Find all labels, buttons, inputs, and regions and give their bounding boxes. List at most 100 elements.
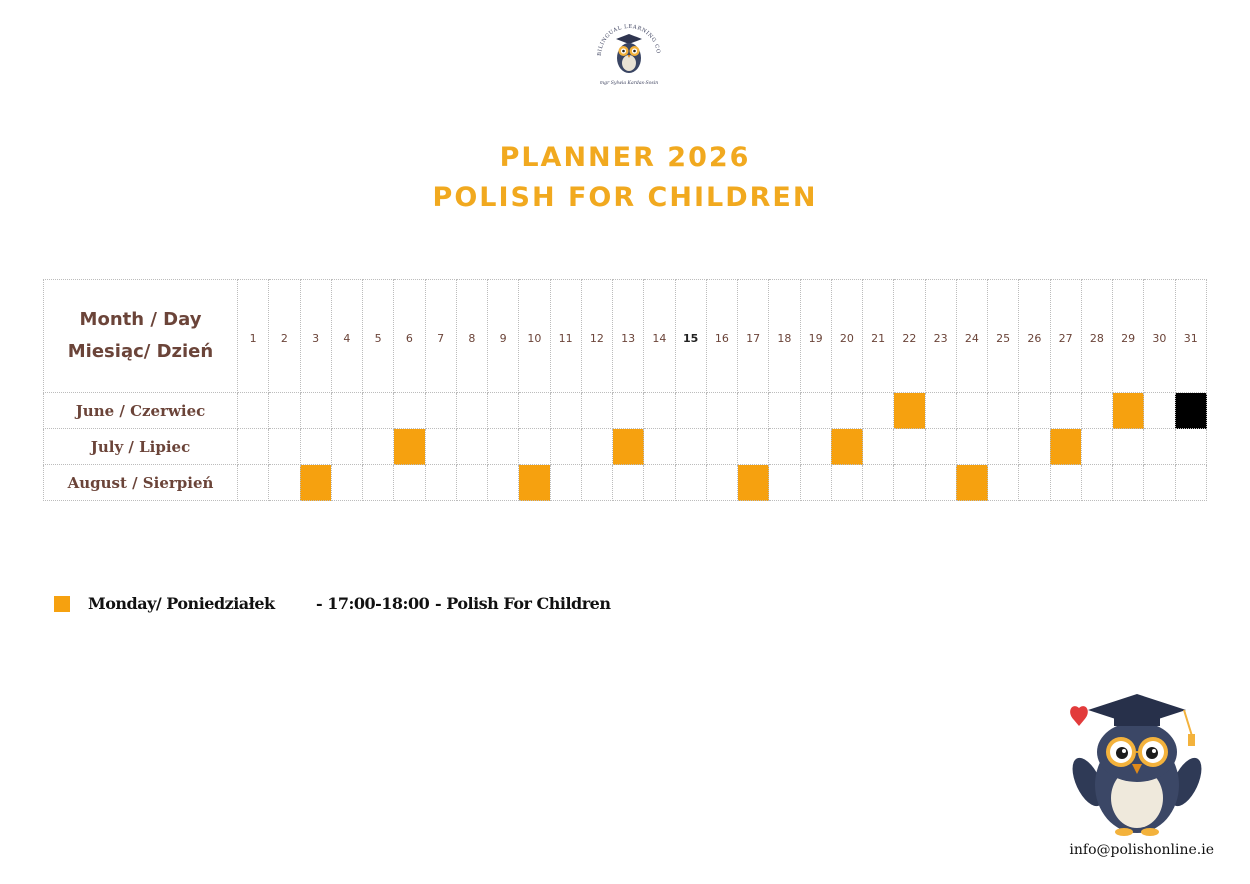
legend-time: - 17:00-18:00	[316, 594, 430, 613]
lesson-day-marker	[518, 464, 551, 501]
lesson-day-marker	[299, 464, 332, 501]
day-header-cell: 22	[893, 279, 926, 393]
day-cell	[736, 428, 770, 465]
day-header-cell: 15	[674, 279, 707, 393]
day-cell	[768, 464, 801, 501]
lesson-day-marker	[736, 464, 770, 501]
day-cell	[455, 428, 489, 465]
contact-email[interactable]: info@polishonline.ie	[1069, 842, 1214, 858]
day-cell	[1018, 392, 1051, 429]
day-cell	[1049, 464, 1082, 501]
day-cell	[330, 428, 364, 465]
day-cell	[736, 392, 770, 429]
day-header-cell: 28	[1080, 279, 1114, 393]
page-title-line2: POLISH FOR CHILDREN	[432, 182, 818, 213]
day-number: 23	[933, 331, 948, 345]
day-number: 6	[405, 331, 413, 345]
month-row: June / Czerwiec	[43, 392, 1207, 429]
day-cell	[705, 428, 739, 465]
day-cell	[1049, 392, 1082, 429]
day-cell	[424, 464, 457, 501]
day-cell	[986, 464, 1020, 501]
day-cell	[486, 464, 520, 501]
day-header-cell: 2	[268, 279, 301, 393]
day-cell	[924, 428, 957, 465]
lesson-day-marker	[893, 392, 926, 429]
day-cell	[924, 464, 957, 501]
day-cell	[518, 392, 551, 429]
day-header-cell: 8	[455, 279, 489, 393]
day-cell	[955, 392, 989, 429]
day-cell	[986, 428, 1020, 465]
month-label: July / Lipiec	[90, 438, 191, 456]
day-number: 28	[1089, 331, 1104, 345]
day-cell	[236, 464, 270, 501]
day-cell	[1143, 392, 1176, 429]
day-number: 27	[1058, 331, 1073, 345]
day-cell	[299, 428, 332, 465]
header-row: Month / Day Miesiąc/ Dzień 1 2 3 4 5 6 7 8 9 10 11…	[43, 279, 1207, 393]
day-cell	[861, 392, 895, 429]
day-cell	[455, 392, 489, 429]
day-header-cell: 20	[830, 279, 864, 393]
day-cell	[1143, 464, 1176, 501]
lesson-day-marker	[611, 428, 645, 465]
owl-mascot-icon	[1070, 694, 1202, 836]
day-header-cell: 7	[424, 279, 457, 393]
day-number: 21	[871, 331, 886, 345]
day-number: 7	[437, 331, 445, 345]
day-number: 20	[839, 331, 854, 345]
lesson-day-marker	[1111, 392, 1145, 429]
day-header-cell: 21	[861, 279, 895, 393]
day-cell	[893, 464, 926, 501]
day-cell	[330, 464, 364, 501]
day-header-cell: 14	[643, 279, 676, 393]
day-cell	[830, 464, 864, 501]
lesson-day-marker	[955, 464, 989, 501]
day-header-cell: 16	[705, 279, 739, 393]
day-number: 16	[714, 331, 729, 345]
day-cell	[486, 392, 520, 429]
day-cell	[268, 428, 301, 465]
day-cell	[768, 392, 801, 429]
day-cell	[1018, 428, 1051, 465]
day-number: 1	[249, 331, 257, 345]
day-cell	[518, 428, 551, 465]
day-header-cell: 31	[1174, 279, 1207, 393]
month-label-cell: June / Czerwiec	[43, 392, 238, 429]
day-cell	[611, 464, 645, 501]
day-cell	[549, 428, 582, 465]
day-cell	[1174, 428, 1207, 465]
page-title-line1: PLANNER 2026	[499, 142, 751, 173]
logo-signature: mgr Sylwia Kardas-Sosin	[600, 80, 658, 86]
header-label-cell: Month / Day Miesiąc/ Dzień	[43, 279, 238, 393]
month-label-cell: August / Sierpień	[43, 464, 238, 501]
day-number: 30	[1152, 331, 1167, 345]
day-cell	[799, 428, 832, 465]
day-cell	[1080, 464, 1114, 501]
day-number: 17	[746, 331, 761, 345]
day-header-cell: 6	[393, 279, 426, 393]
day-number: 4	[343, 331, 351, 345]
day-cell	[705, 464, 739, 501]
day-cell	[674, 392, 707, 429]
day-cell	[674, 428, 707, 465]
day-header-cell: 25	[986, 279, 1020, 393]
day-header-cell: 26	[1018, 279, 1051, 393]
day-number: 10	[527, 331, 542, 345]
day-cell	[393, 392, 426, 429]
nonexistent-day-marker	[1174, 392, 1207, 429]
day-cell	[268, 464, 301, 501]
day-number: 2	[280, 331, 288, 345]
day-cell	[549, 392, 582, 429]
day-cell	[643, 428, 676, 465]
day-cell	[549, 464, 582, 501]
day-number: 29	[1121, 331, 1136, 345]
legend-course: - Polish For Children	[435, 594, 611, 613]
day-cell	[236, 428, 270, 465]
day-cell	[674, 464, 707, 501]
planner-table: Month / Day Miesiąc/ Dzień 1 2 3 4 5 6 7 8 9 10 11…	[43, 279, 1207, 501]
day-header-cell: 29	[1111, 279, 1145, 393]
day-cell	[424, 428, 457, 465]
day-cell	[861, 428, 895, 465]
